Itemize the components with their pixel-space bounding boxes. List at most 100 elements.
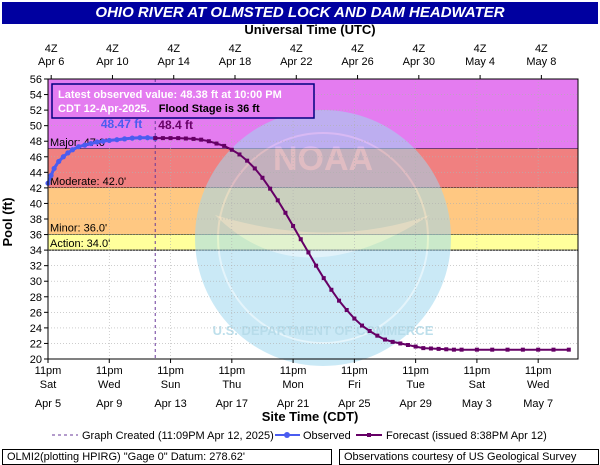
forecast-point: [229, 147, 234, 152]
x-tick-time: 11pm: [341, 365, 368, 377]
forecast-point: [367, 329, 372, 333]
flood-category-labels: Major: 47.0' Moderate: 42.0' Minor: 36.0' A…: [50, 137, 126, 250]
y-tick-label: 22: [30, 338, 42, 350]
forecast-point: [329, 287, 334, 292]
y-tick-label: 30: [30, 276, 42, 288]
x-tick-weekday: Fri: [348, 379, 361, 391]
top-axis-title: Universal Time (UTC): [244, 22, 375, 37]
top-tick-time: 4Z: [535, 43, 548, 55]
forecast-point: [421, 346, 426, 351]
forecast-point: [352, 316, 357, 321]
forecast-point: [436, 346, 441, 351]
watermark-bird: [215, 215, 430, 258]
x-tick-time: 11pm: [218, 365, 245, 377]
forecast-point: [398, 341, 403, 346]
x-tick-date: Apr 29: [399, 398, 431, 410]
x-tick-weekday: Sat: [469, 379, 486, 391]
x-tick-date: Apr 21: [277, 398, 309, 410]
top-tick-time: 4Z: [351, 43, 364, 55]
forecast-point: [237, 152, 242, 157]
y-tick-label: 46: [30, 152, 42, 164]
forecast-point: [474, 347, 479, 352]
forecast-point: [283, 210, 288, 215]
observed-peak-label: 48.47 ft: [101, 117, 142, 131]
x-tick-weekday: Tue: [406, 379, 425, 391]
x-tick-date: Apr 17: [216, 398, 248, 410]
forecast-point: [375, 333, 380, 338]
y-tick-label: 36: [30, 230, 42, 242]
legend-observed-label: Observed: [303, 430, 351, 442]
legend: Graph Created (11:09PM Apr 12, 2025) Obse…: [52, 430, 547, 442]
x-tick-date: Apr 5: [35, 398, 61, 410]
peak-labels: 48.47 ft 48.4 ft: [101, 117, 193, 132]
forecast-point: [405, 343, 410, 347]
forecast-point: [459, 347, 464, 352]
x-tick-date: Apr 9: [96, 398, 122, 410]
x-tick-date: Apr 25: [338, 398, 370, 410]
top-tick-date: Apr 18: [219, 56, 251, 68]
x-tick-weekday: Sat: [40, 379, 57, 391]
credit-footer: Observations courtesy of US Geological S…: [339, 449, 599, 465]
y-tick-label: 24: [30, 323, 42, 335]
observed-point: [65, 150, 71, 156]
observed-point: [114, 137, 120, 143]
legend-forecast-label: Forecast (issued 8:38PM Apr 12): [386, 430, 547, 442]
forecast-point: [382, 337, 387, 342]
forecast-point: [191, 136, 196, 141]
y-tick-label: 44: [30, 167, 42, 179]
x-tick-time: 11pm: [35, 365, 62, 377]
forecast-point: [444, 347, 449, 352]
y-tick-label: 56: [30, 74, 42, 86]
forecast-point: [199, 137, 204, 142]
y-tick-label: 54: [30, 90, 42, 102]
observed-point: [129, 135, 135, 141]
forecast-point: [490, 347, 495, 352]
x-tick-time: 11pm: [525, 365, 552, 377]
band-label-major: Major: 47.0': [50, 137, 107, 149]
observed-point: [94, 139, 100, 145]
top-tick-date: Apr 22: [280, 56, 312, 68]
x-tick-time: 11pm: [96, 365, 123, 377]
x-tick-date: Apr 13: [154, 398, 186, 410]
forecast-point: [566, 347, 571, 352]
forecast-point: [520, 347, 525, 352]
y-axis-title: Pool (ft): [0, 197, 15, 246]
x-tick-weekday: Wed: [98, 379, 120, 391]
chart-title: OHIO RIVER AT OLMSTED LOCK AND DAM HEADW…: [2, 2, 598, 24]
info-line-1: Latest observed value: 48.38 ft at 10:00…: [58, 89, 282, 101]
forecast-point: [245, 158, 250, 163]
top-tick-time: 4Z: [474, 43, 487, 55]
forecast-point: [291, 224, 296, 228]
x-tick-time: 11pm: [402, 365, 429, 377]
legend-observed-marker: [284, 432, 290, 438]
top-tick-date: Apr 6: [38, 56, 64, 68]
y-tick-label: 32: [30, 261, 42, 273]
x-tick-time: 11pm: [464, 365, 491, 377]
observed-point: [137, 135, 143, 141]
observed-point: [48, 172, 54, 179]
observed-series: [45, 135, 158, 186]
forecast-point: [314, 263, 319, 268]
datum-footer: OLMI2(plotting HPIRG) "Gage 0" Datum: 27…: [2, 449, 332, 465]
legend-forecast-marker: [367, 433, 371, 437]
observed-point: [144, 135, 151, 141]
top-tick-time: 4Z: [229, 43, 242, 55]
observed-point: [56, 158, 62, 165]
watermark-bottom-text: U.S. DEPARTMENT OF COMMERCE: [213, 323, 434, 338]
x-tick-weekday: Thu: [222, 379, 241, 391]
forecast-point: [268, 186, 273, 191]
forecast-point: [252, 166, 257, 171]
forecast-point: [176, 136, 181, 141]
observed-point: [51, 165, 57, 172]
y-tick-label: 50: [30, 121, 42, 133]
y-tick-label: 40: [30, 198, 42, 210]
forecast-point: [168, 136, 173, 141]
latest-observation-box: Latest observed value: 48.38 ft at 10:00…: [51, 83, 315, 119]
y-tick-label: 28: [30, 292, 42, 304]
forecast-point: [337, 298, 342, 303]
forecast-peak-label: 48.4 ft: [158, 118, 193, 132]
forecast-point: [260, 175, 265, 180]
y-tick-label: 52: [30, 105, 42, 117]
forecast-point: [451, 347, 456, 352]
observed-point: [106, 137, 112, 144]
